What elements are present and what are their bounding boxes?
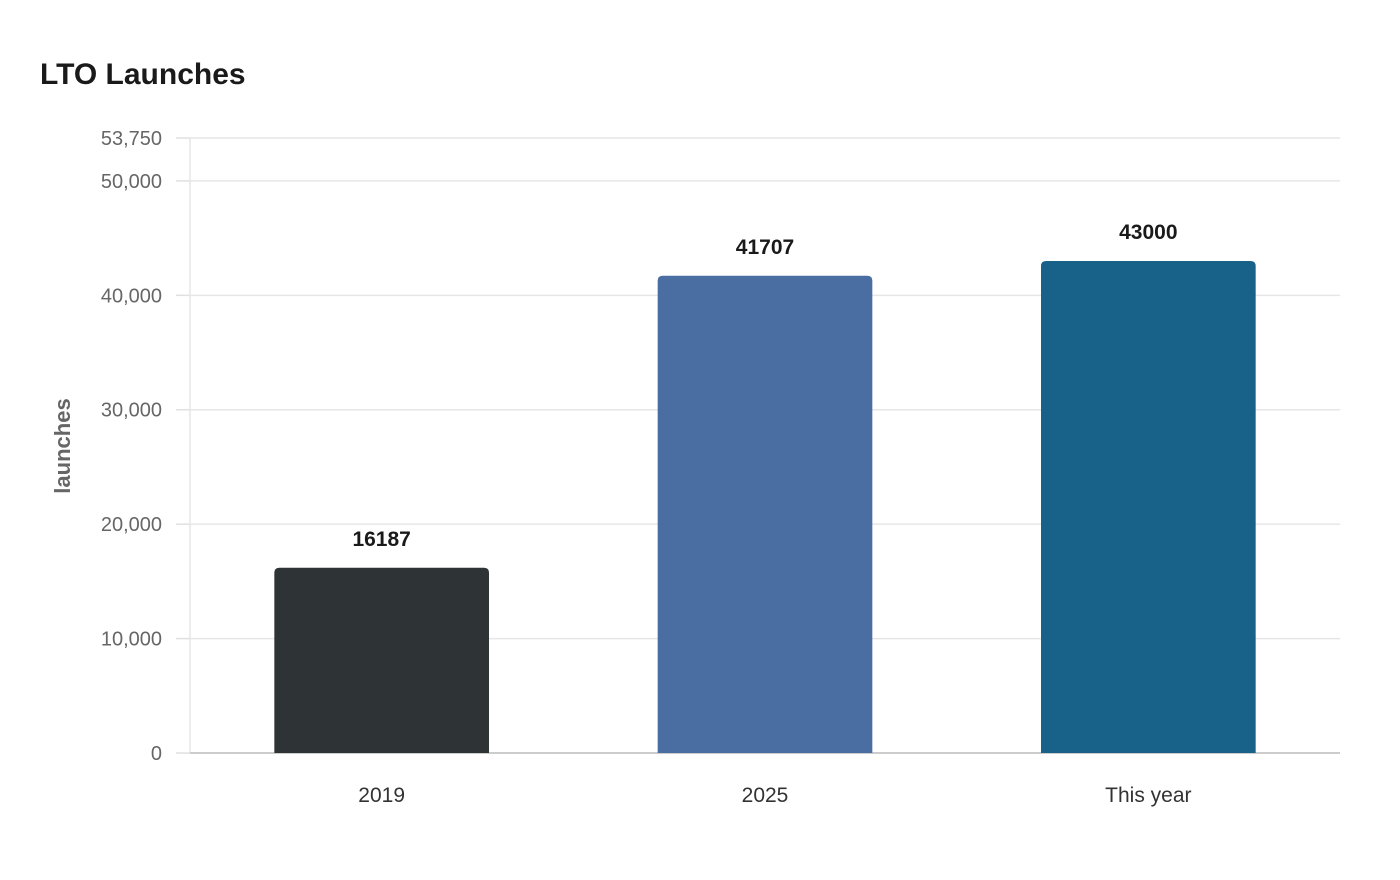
x-tick-label: 2019 bbox=[358, 784, 405, 807]
data-label: 43000 bbox=[1119, 221, 1177, 244]
x-tick-label: 2025 bbox=[742, 784, 789, 807]
bar-this-year[interactable] bbox=[1041, 261, 1256, 753]
data-label: 41707 bbox=[736, 236, 794, 259]
chart-title: LTO Launches bbox=[40, 58, 246, 91]
y-tick-label: 30,000 bbox=[101, 400, 162, 422]
labels: 0 10,000 20,000 30,000 40,000 50,000 53,750 161… bbox=[101, 128, 1192, 807]
y-axis-title: launches bbox=[50, 398, 75, 493]
bar-2025[interactable] bbox=[657, 275, 873, 753]
data-label: 16187 bbox=[352, 528, 410, 551]
bars bbox=[274, 261, 1256, 753]
bar-2019[interactable] bbox=[274, 567, 489, 753]
y-tick-label: 40,000 bbox=[101, 285, 162, 307]
x-tick-label: This year bbox=[1105, 784, 1191, 807]
y-tick-label: 10,000 bbox=[101, 629, 162, 651]
y-tick-label: 20,000 bbox=[101, 514, 162, 536]
y-tick-label: 0 bbox=[151, 743, 162, 765]
y-tick-label: 53,750 bbox=[101, 128, 162, 150]
y-tick-label: 50,000 bbox=[101, 171, 162, 193]
